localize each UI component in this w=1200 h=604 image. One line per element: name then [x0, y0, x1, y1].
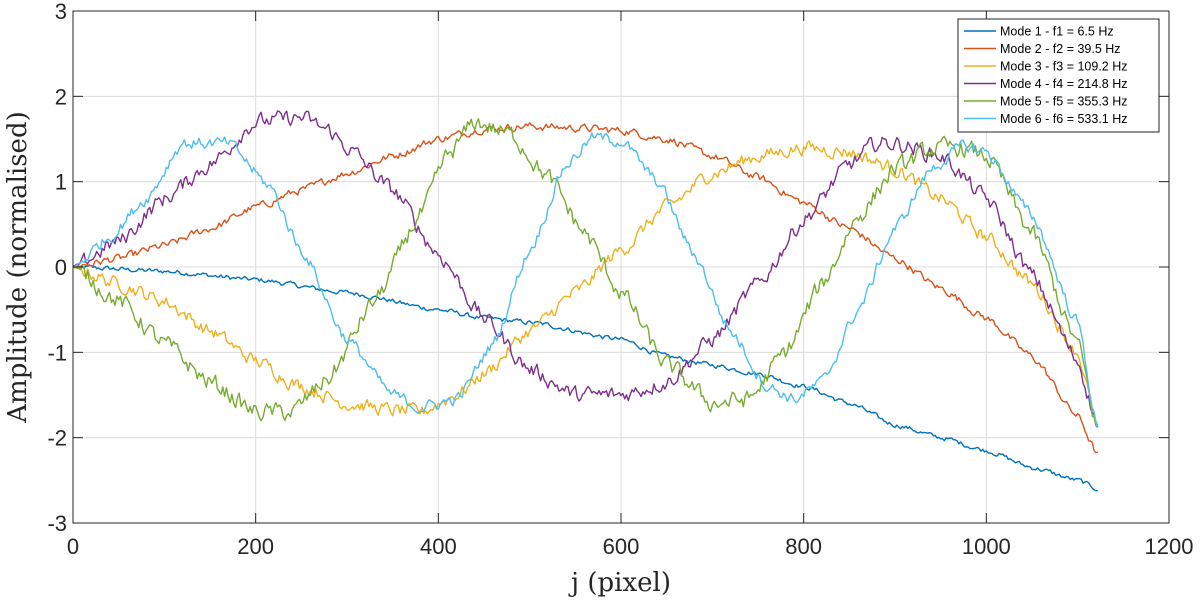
x-tick-label: 400	[420, 534, 457, 559]
series-line-mode-3	[72, 140, 1099, 427]
series-group	[72, 110, 1099, 492]
x-tick-label: 1000	[962, 534, 1011, 559]
y-tick-label: 0	[55, 255, 67, 280]
legend: Mode 1 - f1 = 6.5 Hz Mode 2 - f2 = 39.5 H…	[957, 18, 1160, 133]
legend-box	[957, 18, 1160, 133]
legend-label-mode-1: Mode 1 - f1 = 6.5 Hz	[1000, 25, 1114, 39]
y-tick-labels: -3 -2 -1 0 1 2 3	[47, 0, 67, 536]
x-tick-label: 0	[67, 534, 79, 559]
y-tick-label: -3	[47, 511, 67, 536]
y-tick-label: 3	[55, 0, 67, 24]
legend-label-mode-5: Mode 5 - f5 = 355.3 Hz	[1000, 95, 1128, 109]
legend-label-mode-2: Mode 2 - f2 = 39.5 Hz	[1000, 42, 1121, 56]
x-tick-label: 600	[603, 534, 640, 559]
series-line-mode-5	[72, 118, 1099, 427]
series-line-mode-1	[72, 264, 1098, 492]
y-tick-label: 2	[55, 84, 67, 109]
y-tick-label: 1	[55, 170, 67, 195]
legend-label-mode-3: Mode 3 - f3 = 109.2 Hz	[1000, 60, 1128, 74]
y-tick-label: -1	[47, 340, 67, 365]
x-tick-label: 200	[237, 534, 274, 559]
y-axis-label: Amplitude (normalised)	[3, 111, 33, 423]
x-axis-label: j (pixel)	[568, 568, 671, 598]
series-line-mode-6	[72, 132, 1099, 429]
x-tick-label: 1200	[1145, 534, 1194, 559]
series-line-mode-4	[72, 110, 1099, 428]
legend-label-mode-6: Mode 6 - f6 = 533.1 Hz	[1000, 112, 1128, 126]
x-tick-label: 800	[785, 534, 822, 559]
tick-marks	[72, 10, 1170, 524]
x-tick-labels: 0 200 400 600 800 1000 1200	[67, 534, 1194, 559]
y-tick-label: -2	[47, 426, 67, 451]
legend-label-mode-4: Mode 4 - f4 = 214.8 Hz	[1000, 77, 1128, 91]
series-line-mode-2	[72, 122, 1099, 454]
